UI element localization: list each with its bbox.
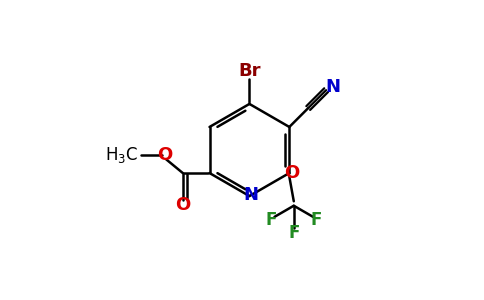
Text: O: O bbox=[157, 146, 172, 164]
Text: O: O bbox=[284, 164, 299, 182]
Text: N: N bbox=[243, 186, 258, 204]
Text: F: F bbox=[266, 211, 277, 229]
Text: F: F bbox=[310, 211, 322, 229]
Text: F: F bbox=[288, 224, 300, 242]
Text: O: O bbox=[175, 196, 190, 214]
Text: N: N bbox=[325, 78, 340, 96]
Text: $\mathrm{H_3C}$: $\mathrm{H_3C}$ bbox=[105, 146, 138, 165]
Text: Br: Br bbox=[238, 62, 261, 80]
